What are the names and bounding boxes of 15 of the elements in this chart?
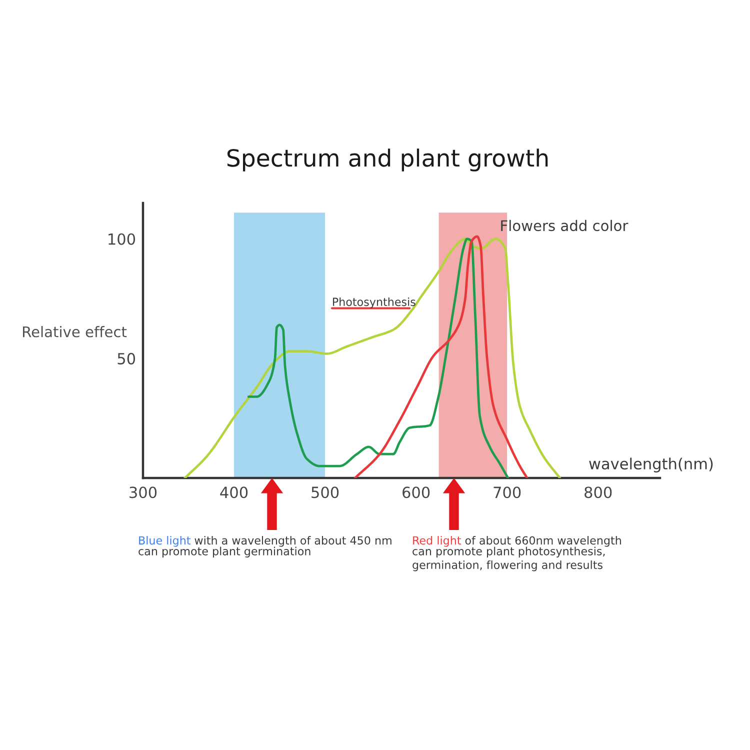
- text: Red light of about 660nm wavelength can promote plant photosynthesis, germination, flowering and results: [412, 536, 621, 572]
- y-tick-label: 50: [118, 352, 136, 364]
- text: Blue light with a wavelength of about 450 nm can promote plant germination: [138, 536, 392, 558]
- chart-title: Spectrum and plant growth: [227, 148, 548, 172]
- y-tick-label: 100: [108, 233, 136, 245]
- x-axis-title: wavelength(nm): [589, 458, 713, 472]
- x-tick-label: 400: [220, 486, 248, 498]
- y-axis-title: Relative effect: [23, 326, 127, 338]
- x-tick-label: 300: [130, 486, 157, 498]
- x-tick-label: 600: [402, 486, 430, 498]
- x-tick-label: 800: [584, 486, 612, 498]
- x-tick-label: 500: [312, 486, 339, 498]
- annotation: Flowers add color: [501, 220, 628, 232]
- annotation: Photosynthesis: [333, 297, 416, 308]
- x-tick-label: 700: [494, 486, 521, 498]
